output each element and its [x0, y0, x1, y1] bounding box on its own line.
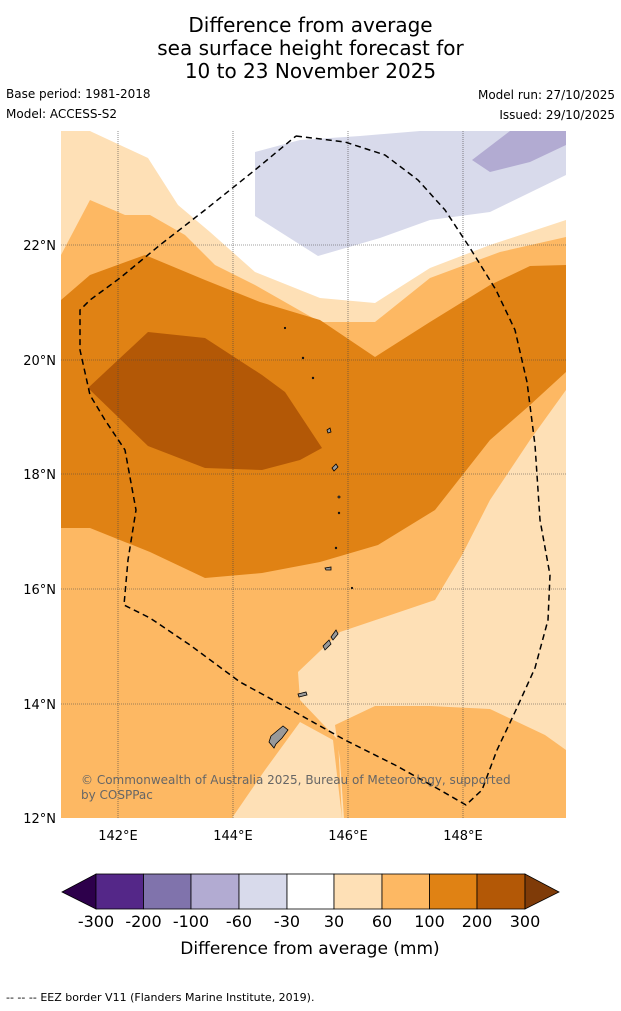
colorbar-extend-low: [61, 873, 97, 910]
eez-legend: -- -- -- EEZ border V11 (Flanders Marine…: [6, 991, 314, 1004]
lat-label-22: 22°N: [23, 239, 56, 254]
lat-label-18: 18°N: [23, 468, 56, 483]
colorbar-bin-2: [143, 873, 192, 910]
lat-label-16: 16°N: [23, 583, 56, 598]
colorbar-extend-high: [524, 873, 560, 910]
contour-30-60-south: [232, 722, 342, 818]
model-label: Model: ACCESS-S2: [6, 107, 118, 121]
contour-200-300: [88, 332, 322, 470]
base-period-label: Base period: 1981-2018: [6, 87, 151, 101]
colorbar-tick-9: 200: [462, 912, 493, 931]
colorbar-tick-10: 300: [510, 912, 541, 931]
island-saipan: [330, 629, 339, 641]
island-guam: [268, 725, 289, 749]
lon-label-148: 148°E: [443, 829, 483, 844]
contour-60-100-south: [335, 706, 566, 818]
title-line-3: 10 to 23 November 2025: [184, 59, 437, 83]
eez-legend-symbol: -- -- --: [6, 991, 37, 1004]
eez-legend-text: EEZ border V11 (Flanders Marine Institut…: [40, 991, 315, 1004]
island-small-4: [311, 376, 315, 380]
title-line-2: sea surface height forecast for: [157, 36, 464, 60]
colorbar-bin-7: [381, 873, 430, 910]
island-small-5: [301, 356, 305, 360]
colorbar-ticks: -300 -200 -100 -60 -30 30 60 100 200 300: [78, 912, 540, 931]
land-islands: [268, 326, 354, 749]
lon-label-144: 144°E: [213, 829, 253, 844]
colorbar-bin-1: [95, 873, 144, 910]
contour-fill-layer: [61, 131, 566, 818]
colorbar: [61, 873, 560, 910]
lat-label-12: 12°N: [23, 812, 56, 827]
title-line-1: Difference from average: [188, 13, 433, 37]
island-small-1: [337, 495, 341, 499]
issued-label: Issued: 29/10/2025: [499, 108, 615, 122]
copyright-line-2: by COSPPac: [81, 788, 153, 802]
colorbar-tick-5: -30: [274, 912, 300, 931]
colorbar-bin-8: [429, 873, 478, 910]
colorbar-tick-7: 60: [372, 912, 392, 931]
eez-border-line: [79, 135, 551, 806]
map-title: Difference from average sea surface heig…: [0, 14, 621, 83]
island-anatahan: [324, 566, 332, 571]
island-tinian-saipan: [322, 639, 332, 651]
colorbar-label: Difference from average (mm): [180, 939, 439, 959]
colorbar-bin-5: [286, 873, 335, 910]
island-rota: [297, 691, 308, 698]
colorbar-tick-8: 100: [414, 912, 445, 931]
lon-label-146: 146°E: [328, 829, 368, 844]
island-small-2: [337, 511, 341, 515]
lat-label-14: 14°N: [23, 698, 56, 713]
colorbar-tick-2: -200: [125, 912, 161, 931]
graticule: [61, 131, 566, 818]
colorbar-bin-6: [333, 873, 383, 910]
lat-label-20: 20°N: [23, 354, 56, 369]
colorbar-bin-3: [190, 873, 240, 910]
model-run-label: Model run: 27/10/2025: [477, 88, 615, 102]
island-agrihan: [326, 427, 332, 434]
colorbar-bin-9: [476, 873, 526, 910]
island-small-7: [350, 586, 354, 590]
island-small-6: [283, 326, 287, 330]
contour-neg60-neg100: [472, 131, 566, 172]
island-pagan: [331, 463, 339, 472]
colorbar-tick-6: 30: [324, 912, 344, 931]
colorbar-tick-4: -60: [226, 912, 252, 931]
colorbar-tick-1: -300: [78, 912, 114, 931]
lat-labels: 22°N 20°N 18°N 16°N 14°N 12°N: [23, 239, 56, 827]
copyright-line-1: © Commonwealth of Australia 2025, Bureau…: [81, 773, 511, 787]
contour-100-200: [61, 255, 566, 578]
lon-labels: 142°E 144°E 146°E 148°E: [98, 829, 483, 844]
island-small-3: [334, 546, 338, 550]
lon-label-142: 142°E: [98, 829, 138, 844]
colorbar-tick-3: -100: [173, 912, 209, 931]
colorbar-bin-4: [238, 873, 288, 910]
